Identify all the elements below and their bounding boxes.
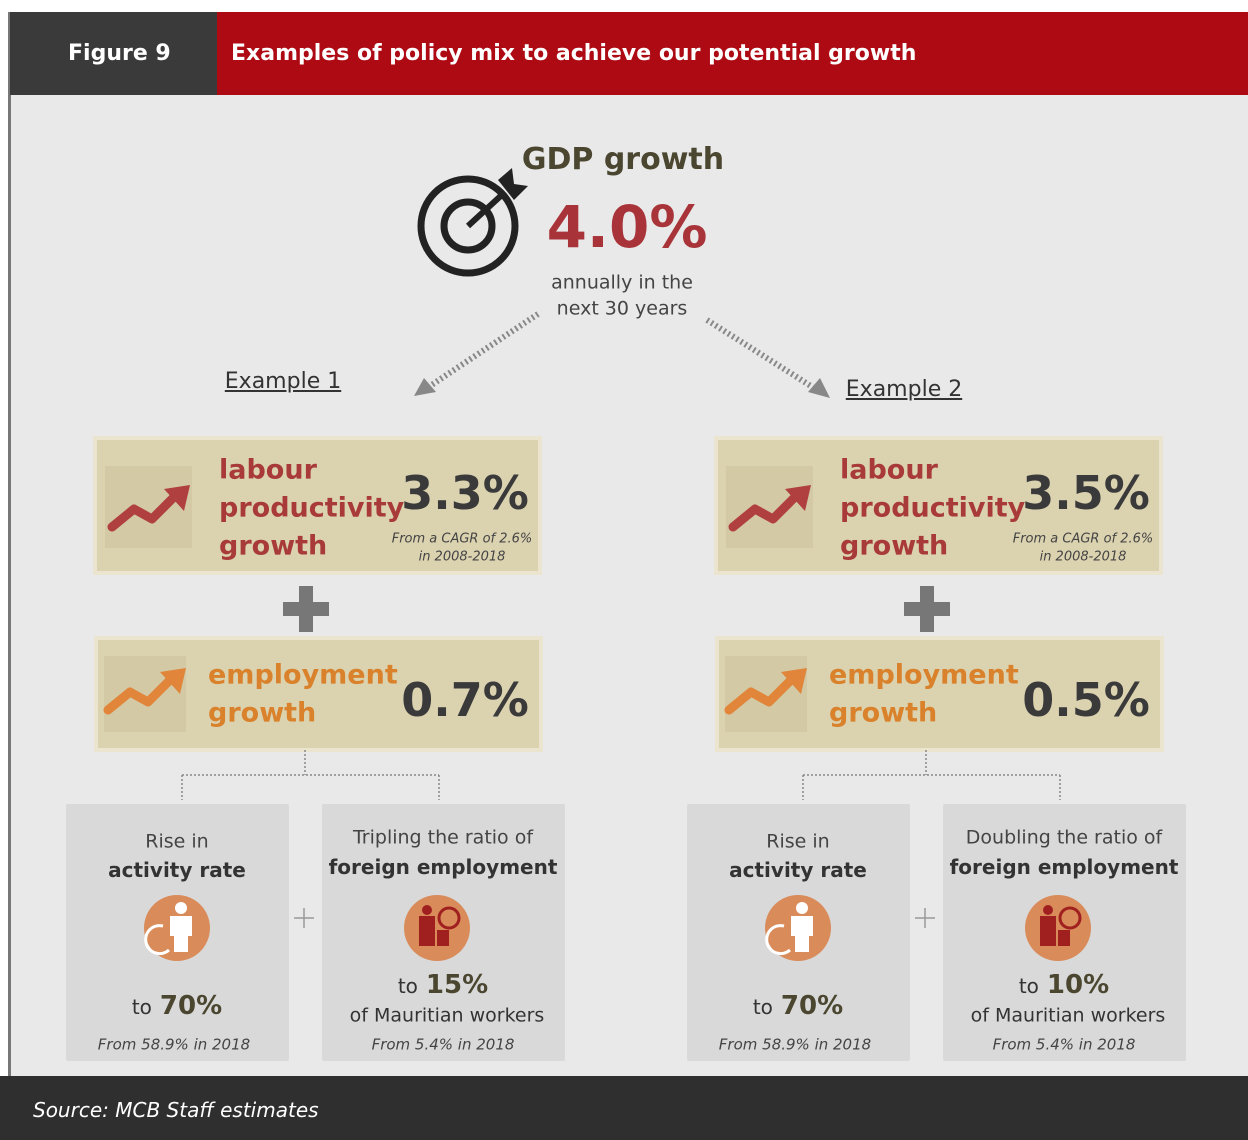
icon-panel — [105, 466, 192, 548]
icon-panel — [104, 656, 186, 732]
driver-note: From 5.4% in 2018 — [992, 1035, 1136, 1054]
driver-icon — [144, 924, 171, 956]
employment-label: growth — [208, 697, 317, 729]
driver-icon — [1058, 930, 1070, 946]
trend-icon — [781, 668, 807, 694]
productivity-note: in 2008-2018 — [418, 549, 506, 565]
trend-icon — [164, 485, 190, 511]
driver-target: to 15% — [398, 972, 488, 998]
driver-label: activity rate — [729, 858, 867, 882]
productivity-note: in 2008-2018 — [1039, 549, 1127, 565]
driver-intro: Rise in — [766, 830, 830, 853]
productivity-label: productivity — [840, 492, 1026, 524]
driver-icon — [765, 924, 792, 956]
driver-note: From 58.9% in 2018 — [718, 1035, 872, 1054]
driver-label: foreign employment — [949, 855, 1179, 879]
driver-icon — [419, 916, 435, 946]
connector — [802, 750, 1061, 802]
employment-value: 0.5% — [1022, 673, 1150, 727]
driver-icon — [422, 905, 432, 915]
target-icon — [417, 168, 528, 277]
driver-target: to 70% — [753, 993, 843, 1019]
source: Source: MCB Staff estimates — [33, 1098, 319, 1122]
driver-icon — [791, 916, 813, 952]
productivity-value: 3.5% — [1022, 466, 1150, 520]
icon-panel — [726, 466, 813, 548]
productivity-label: growth — [840, 530, 949, 562]
driver-target: to 70% — [132, 993, 222, 1019]
example-title: Example 1 — [224, 369, 342, 394]
productivity-value: 3.3% — [401, 466, 529, 520]
driver-icon — [437, 930, 449, 946]
trend-icon — [785, 485, 811, 511]
target-value: 4.0% — [546, 193, 708, 261]
driver-intro: Rise in — [145, 830, 209, 853]
driver-value: 10% — [1046, 970, 1110, 1000]
trend-icon — [107, 492, 179, 532]
example-title: Example 2 — [845, 377, 963, 402]
trend-icon — [160, 668, 186, 694]
driver-note: From 58.9% in 2018 — [97, 1035, 251, 1054]
driver-icon — [170, 916, 192, 952]
driver-icon — [437, 906, 461, 930]
title-bar — [217, 12, 1248, 95]
driver-prefix: to — [131, 995, 152, 1019]
driver-intro: Doubling the ratio of — [965, 826, 1163, 849]
driver-prefix: to — [1018, 974, 1039, 998]
productivity-label: labour — [840, 454, 938, 486]
driver-value: 15% — [425, 970, 489, 1000]
employment-label: employment — [829, 659, 1019, 691]
driver-value: 70% — [159, 991, 223, 1021]
target-note: annually in the — [551, 271, 693, 294]
left-border — [8, 12, 11, 1076]
connector — [181, 750, 440, 802]
driver-prefix: to — [752, 995, 773, 1019]
trend-icon — [728, 492, 800, 532]
driver-icon — [404, 895, 470, 961]
driver-intro: Tripling the ratio of — [352, 826, 534, 849]
dotted-arrows — [414, 311, 830, 398]
trend-icon — [103, 675, 175, 715]
driver-prefix: to — [397, 974, 418, 998]
employment-value: 0.7% — [401, 673, 529, 727]
figure-tab — [10, 12, 217, 95]
driver-suffix: of Mauritian workers — [349, 1004, 545, 1027]
productivity-note: From a CAGR of 2.6% — [391, 531, 533, 547]
footer-bar — [0, 1076, 1248, 1140]
plus-sign — [299, 586, 313, 632]
figure-title: Examples of policy mix to achieve our po… — [231, 41, 917, 66]
icon-panel — [725, 656, 807, 732]
target-note: next 30 years — [556, 297, 688, 320]
driver-icon — [1043, 905, 1053, 915]
driver-icon — [1058, 906, 1082, 930]
employment-label: growth — [829, 697, 938, 729]
driver-suffix: of Mauritian workers — [970, 1004, 1166, 1027]
plus-sign — [920, 586, 934, 632]
driver-note: From 5.4% in 2018 — [371, 1035, 515, 1054]
figure-label: Figure 9 — [68, 41, 171, 66]
driver-label: foreign employment — [328, 855, 558, 879]
driver-icon — [1040, 916, 1056, 946]
productivity-label: labour — [219, 454, 317, 486]
driver-target: to 10% — [1019, 972, 1109, 998]
productivity-note: From a CAGR of 2.6% — [1012, 531, 1154, 547]
driver-icon — [175, 902, 187, 914]
trend-icon — [724, 675, 796, 715]
productivity-label: productivity — [219, 492, 405, 524]
driver-value: 70% — [780, 991, 844, 1021]
driver-icon — [1025, 895, 1091, 961]
employment-label: employment — [208, 659, 398, 691]
driver-icon — [796, 902, 808, 914]
productivity-label: growth — [219, 530, 328, 562]
driver-label: activity rate — [108, 858, 246, 882]
target-label: GDP growth — [521, 142, 725, 177]
